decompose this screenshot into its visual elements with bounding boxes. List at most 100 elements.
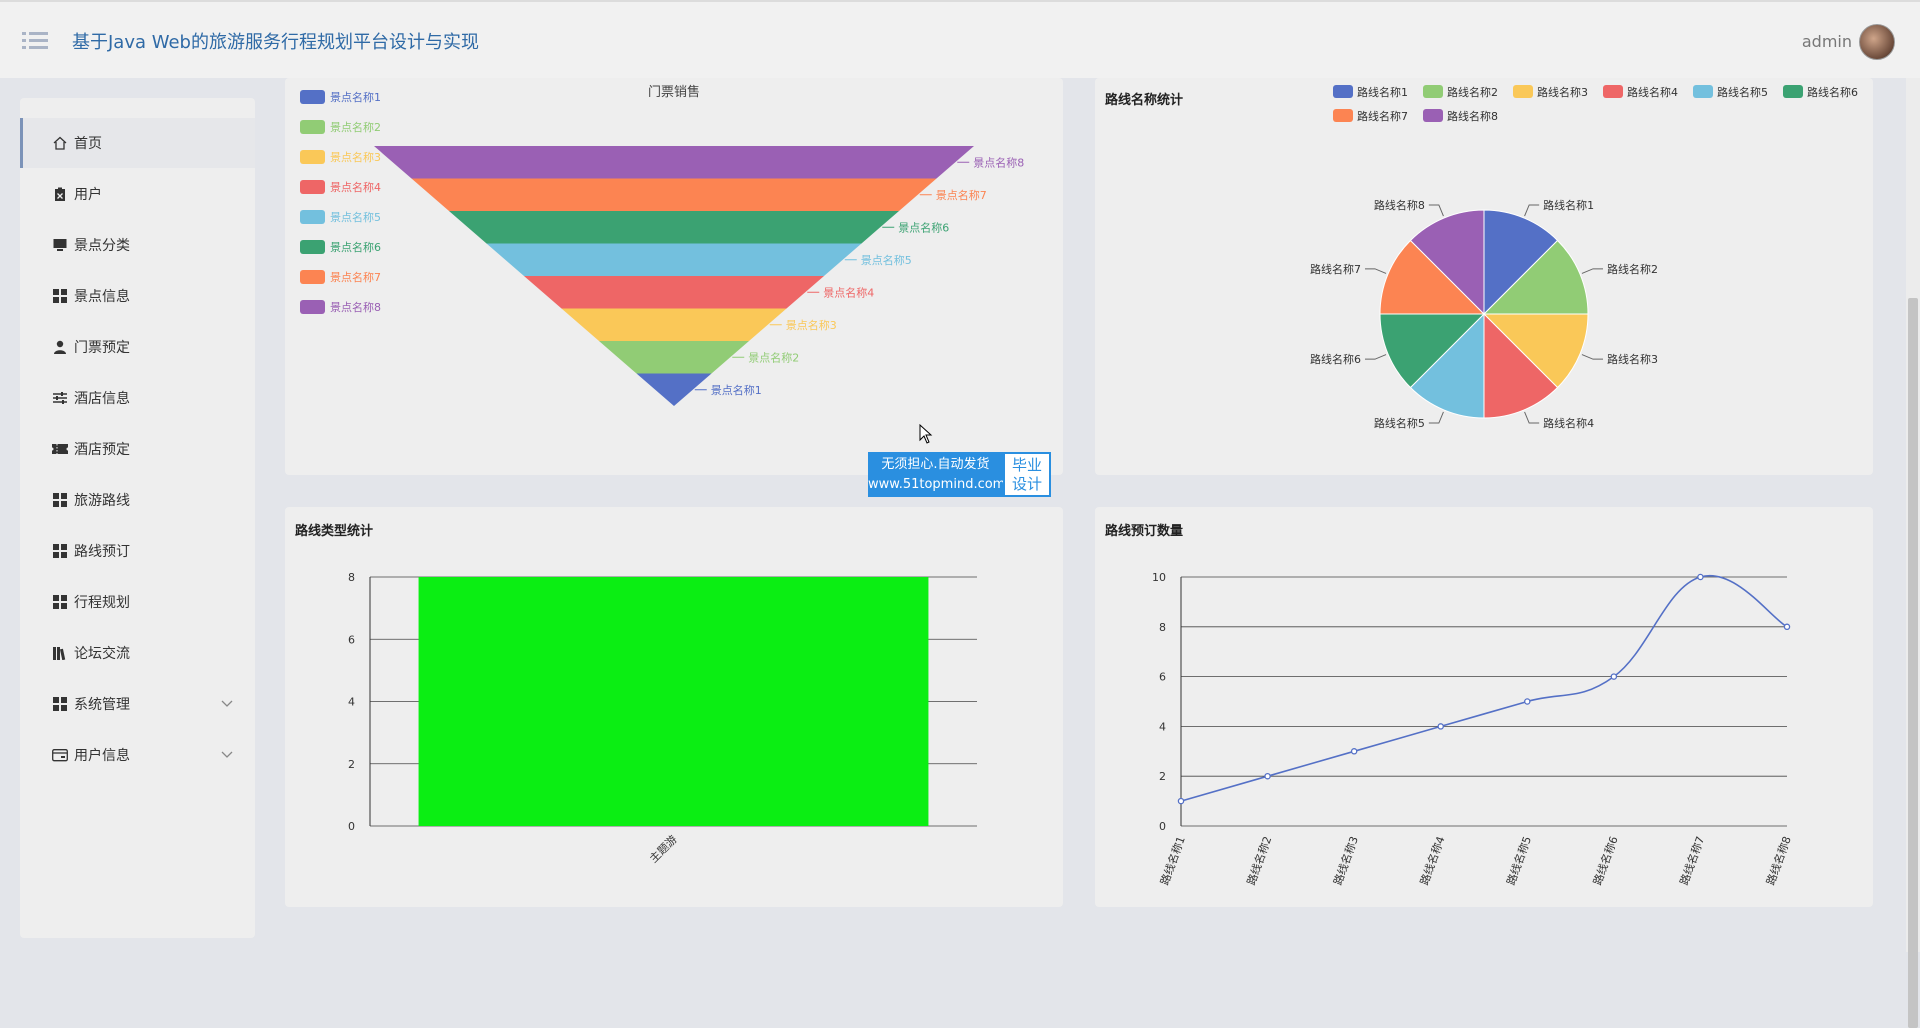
data-point xyxy=(1177,797,1185,805)
line-chart-panel: 路线预订数量 0 2 4 6 8 10 路线名称1 路线名称2 路线名称3 路线名称4 路线名称5 路… xyxy=(1095,507,1873,907)
sidebar-item-attraction-info[interactable]: 景点信息 xyxy=(20,271,255,321)
sidebar-item-attraction-category[interactable]: 景点分类 xyxy=(20,220,255,270)
username-label[interactable]: admin xyxy=(1801,32,1852,51)
sidebar-item-label: 用户 xyxy=(74,187,102,203)
sidebar-item-user-info[interactable]: 用户信息 xyxy=(20,730,255,780)
data-point xyxy=(1524,698,1531,705)
label-line xyxy=(1581,268,1604,274)
watermark-label: 毕业 设计 xyxy=(1003,452,1051,497)
pie-chart-panel: 路线名称统计 路线名称1 路线名称2 路线名称3 路线名称4 路线名称5 路线名称6 路线名… xyxy=(1095,78,1873,475)
sidebar-item-label: 路线预订 xyxy=(74,544,130,560)
legend-label: 景点名称3 xyxy=(330,150,381,164)
legend-label: 路线名称6 xyxy=(1807,85,1858,99)
sidebar-item-label: 论坛交流 xyxy=(74,646,130,662)
avatar[interactable] xyxy=(1859,24,1895,60)
sidebar-item-label: 用户信息 xyxy=(74,748,130,764)
y-tick-label: 6 xyxy=(348,633,355,646)
sidebar: 首页 用户 景点分类 景点信息 门票预定 酒店信息 酒店预定 旅游路线 路线预订… xyxy=(20,98,255,938)
bar-chart-panel: 路线类型统计 0 2 4 6 8 主题游 xyxy=(285,507,1063,907)
x-tick-label: 路线名称6 xyxy=(1590,834,1621,887)
grid-icon xyxy=(52,594,68,610)
funnel-segment xyxy=(599,341,749,374)
pie-chart: 路线名称1 路线名称2 路线名称3 路线名称4 路线名称5 路线名称6 路线名称7 路线名称8… xyxy=(1310,85,1858,430)
funnel-segment xyxy=(524,276,824,309)
pie-slice xyxy=(1483,312,1559,419)
legend-label: 路线名称3 xyxy=(1537,85,1588,99)
sidebar-item-itinerary[interactable]: 行程规划 xyxy=(20,577,255,627)
funnel-segment xyxy=(411,178,937,211)
chevron-down-icon xyxy=(221,748,233,762)
monitor-icon xyxy=(52,237,68,253)
data-point xyxy=(1264,772,1271,780)
sidebar-item-ticket-booking[interactable]: 门票预定 xyxy=(20,322,255,372)
page-scrollbar[interactable] xyxy=(1906,78,1920,1028)
funnel-segment xyxy=(374,146,974,179)
y-tick-label: 4 xyxy=(348,696,355,709)
pie-label: 路线名称3 xyxy=(1607,352,1658,366)
sidebar-item-label: 门票预定 xyxy=(74,340,130,356)
funnel-label: 景点名称5 xyxy=(861,253,912,267)
data-point xyxy=(1610,673,1618,680)
legend-label: 景点名称2 xyxy=(330,120,381,134)
x-tick-label: 路线名称4 xyxy=(1417,834,1448,887)
legend-swatch xyxy=(300,270,325,284)
label-line xyxy=(1428,204,1444,217)
pie-slice xyxy=(1409,209,1485,316)
pie-label: 路线名称2 xyxy=(1607,262,1658,276)
watermark-right2: 设计 xyxy=(1011,475,1042,493)
menu-toggle-icon[interactable] xyxy=(22,30,50,52)
y-tick-label: 4 xyxy=(1159,720,1166,733)
sliders-icon xyxy=(52,390,68,406)
data-point xyxy=(1437,723,1444,730)
legend-label: 路线名称2 xyxy=(1447,85,1498,99)
watermark-line2: www.51topmind.com xyxy=(868,477,1006,492)
label-line xyxy=(1524,411,1540,424)
ticket-icon xyxy=(52,441,68,457)
legend-label: 景点名称6 xyxy=(330,240,381,254)
chart-title: 门票销售 xyxy=(648,84,700,100)
grid-icon xyxy=(52,492,68,508)
sidebar-item-system[interactable]: 系统管理 xyxy=(20,679,255,729)
watermark-badge[interactable]: 无须担心.自动发货 www.51topmind.com 毕业 设计 xyxy=(868,452,1051,497)
sidebar-item-hotel-booking[interactable]: 酒店预定 xyxy=(20,424,255,474)
legend-label: 景点名称8 xyxy=(330,300,381,314)
series-line xyxy=(1180,574,1788,802)
legend-label: 路线名称8 xyxy=(1447,109,1498,123)
watermark-right1: 毕业 xyxy=(1011,456,1042,474)
sidebar-item-label: 景点信息 xyxy=(74,289,130,305)
funnel-label: 景点名称3 xyxy=(786,318,837,332)
sidebar-item-travel-routes[interactable]: 旅游路线 xyxy=(20,475,255,525)
legend-swatch xyxy=(1423,109,1443,122)
x-tick-label: 路线名称5 xyxy=(1504,834,1535,887)
pie-label: 路线名称4 xyxy=(1543,416,1594,430)
sidebar-item-forum[interactable]: 论坛交流 xyxy=(20,628,255,678)
label-line xyxy=(1428,411,1444,424)
y-tick-label: 2 xyxy=(348,758,355,771)
legend-label: 景点名称1 xyxy=(330,90,381,104)
pie-label: 路线名称1 xyxy=(1543,198,1594,212)
x-tick-label: 主题游 xyxy=(647,833,680,866)
legend-swatch xyxy=(1423,85,1443,98)
sidebar-item-label: 旅游路线 xyxy=(74,493,130,509)
pie-slice xyxy=(1483,209,1559,316)
pie-label: 路线名称6 xyxy=(1310,352,1361,366)
y-tick-label: 2 xyxy=(1159,770,1166,783)
chart-title: 路线预订数量 xyxy=(1105,524,1184,539)
card-icon xyxy=(52,747,68,763)
legend-swatch xyxy=(1513,85,1533,98)
y-tick-label: 10 xyxy=(1152,571,1166,584)
x-tick-label: 路线名称8 xyxy=(1763,834,1794,887)
legend-swatch xyxy=(300,90,325,104)
y-tick-label: 6 xyxy=(1159,671,1166,684)
sidebar-item-hotel-info[interactable]: 酒店信息 xyxy=(20,373,255,423)
funnel-label: 景点名称6 xyxy=(898,220,949,234)
legend-swatch xyxy=(1603,85,1623,98)
bar-chart: 0 2 4 6 8 主题游 xyxy=(348,571,977,866)
scrollbar-thumb[interactable] xyxy=(1908,298,1918,1028)
funnel-segment xyxy=(486,243,862,276)
funnel-label: 景点名称8 xyxy=(973,155,1024,169)
sidebar-item-home[interactable]: 首页 xyxy=(20,118,255,168)
sidebar-item-label: 酒店信息 xyxy=(74,391,130,407)
sidebar-item-route-booking[interactable]: 路线预订 xyxy=(20,526,255,576)
sidebar-item-users[interactable]: 用户 xyxy=(20,169,255,219)
